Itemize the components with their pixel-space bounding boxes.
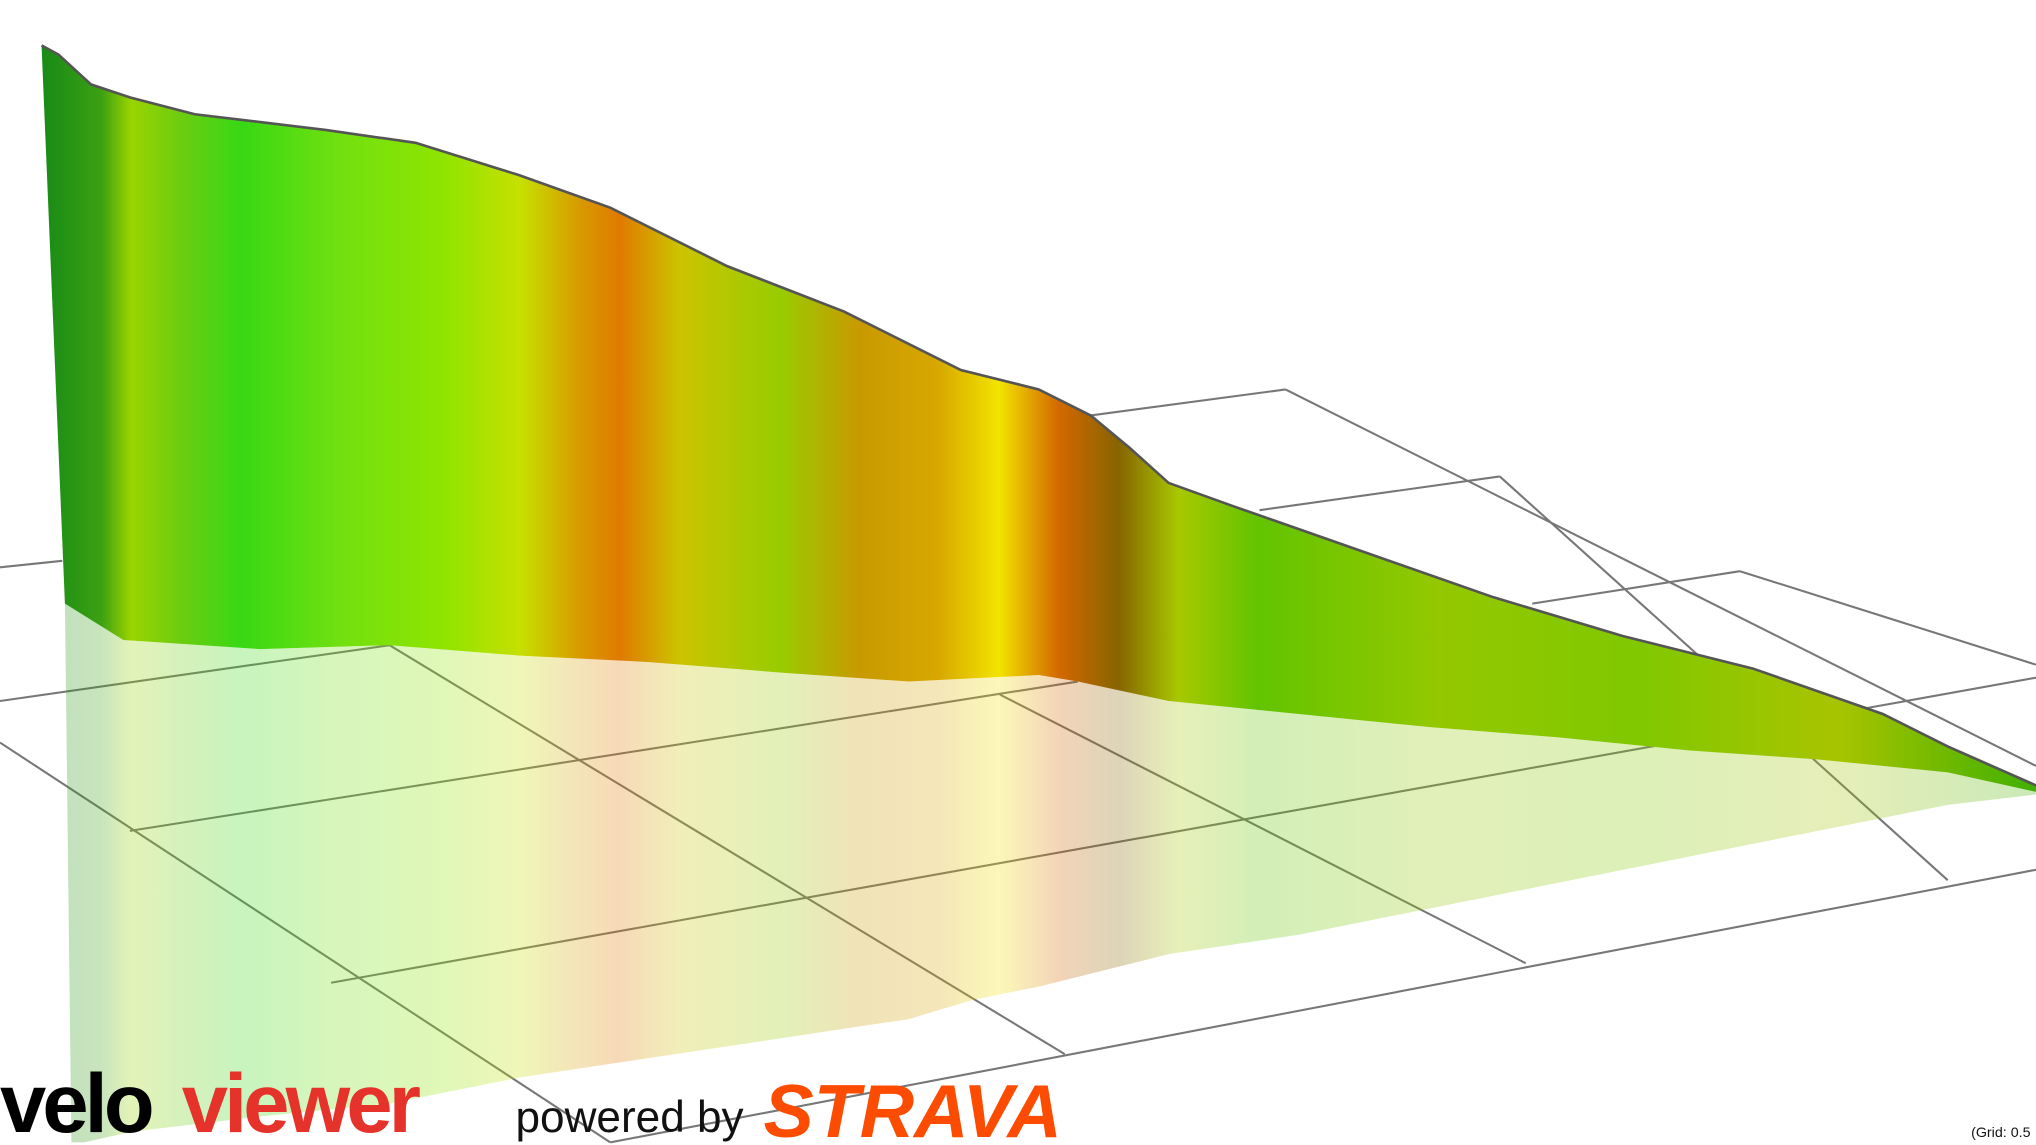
- profile-edge: [40, 44, 2036, 787]
- powered-by: powered by: [515, 1093, 743, 1142]
- logo-viewer: viewer: [182, 1057, 421, 1145]
- grid-line: [1739, 570, 2036, 666]
- reflection: [64, 603, 2036, 1143]
- strava-logo: STRAVA: [764, 1069, 1062, 1145]
- grid-line: [1259, 475, 1500, 512]
- grid-line: [1090, 388, 1286, 417]
- grid-note: (Grid: 0.5: [1971, 1125, 2031, 1141]
- elevation-wall: [41, 45, 2036, 792]
- grid-line: [0, 559, 63, 569]
- grid-line: [1869, 676, 2036, 709]
- reflection-shape: [64, 603, 2036, 1143]
- grid-line: [1532, 570, 1741, 605]
- grid-line: [610, 868, 2036, 1144]
- grid-line: [1285, 388, 2036, 767]
- logo-velo: velo: [0, 1057, 152, 1145]
